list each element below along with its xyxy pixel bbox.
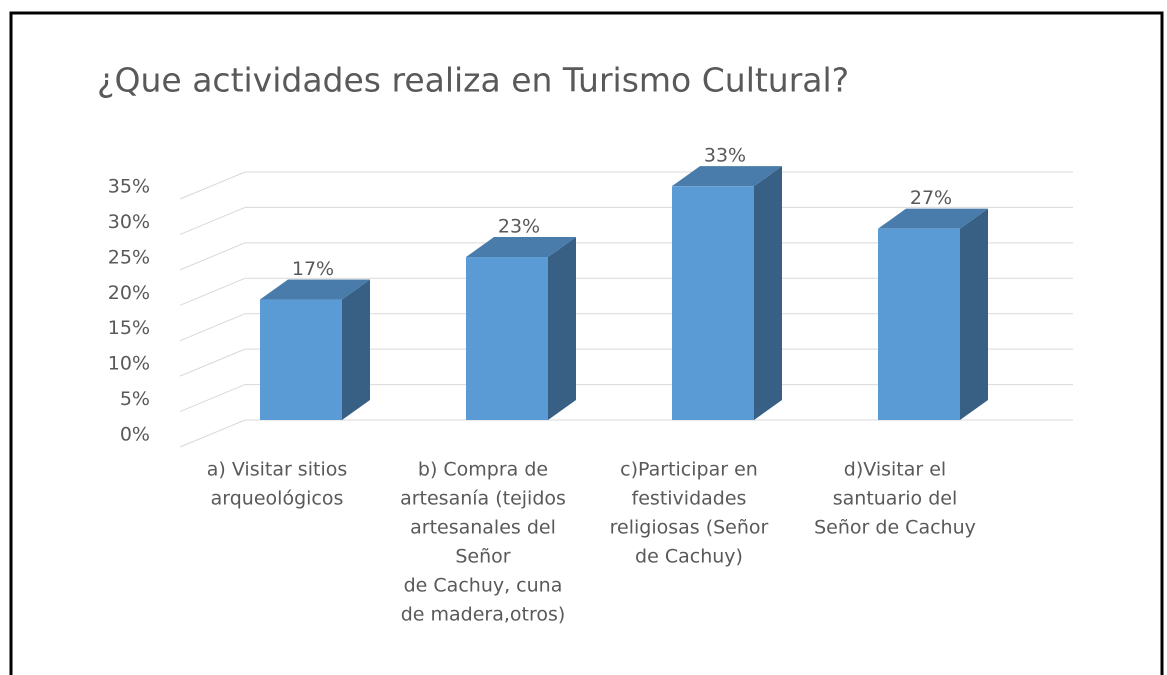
- chart-title: ¿Que actividades realiza en Turismo Cult…: [97, 61, 849, 100]
- x-tick-label: Señor: [455, 546, 510, 568]
- y-tick-label: 30%: [108, 211, 150, 233]
- x-tick-label: de madera,otros): [401, 604, 566, 626]
- grid-line-side: [179, 242, 246, 271]
- frame: [9, 11, 1164, 675]
- x-tick-label: religiosas (Señor: [610, 517, 769, 539]
- y-tick-label: 5%: [120, 388, 150, 410]
- data-label: 33%: [704, 145, 746, 167]
- x-tick-label: c)Participar en: [620, 459, 758, 481]
- y-tick-label: 15%: [108, 317, 150, 339]
- bar-side: [548, 237, 576, 420]
- y-tick-label: 35%: [108, 176, 150, 198]
- x-tick-label: artesanales del: [410, 517, 556, 539]
- x-tick-label: artesanía (tejidos: [400, 488, 566, 510]
- bar: [466, 257, 548, 420]
- bar: [878, 228, 960, 420]
- grid-line-side: [179, 206, 246, 235]
- grid-line-side: [179, 419, 246, 448]
- grid-line-side: [179, 313, 246, 342]
- bar: [260, 299, 342, 420]
- x-tick-label: de Cachuy): [635, 546, 743, 568]
- x-tick-label: arqueológicos: [211, 488, 344, 510]
- x-tick-label: Señor de Cachuy: [814, 517, 976, 539]
- bar: [672, 186, 754, 420]
- bar-side: [342, 279, 370, 420]
- bar-top: [466, 237, 576, 258]
- y-tick-label: 20%: [108, 282, 150, 304]
- y-tick-label: 10%: [108, 353, 150, 375]
- y-tick-label: 25%: [108, 246, 150, 268]
- grid-line-side: [179, 171, 246, 200]
- x-tick-label: b) Compra de: [418, 459, 548, 481]
- data-label: 17%: [292, 258, 334, 280]
- grid-line-side: [179, 384, 246, 413]
- grid-line-side: [179, 277, 246, 306]
- data-label: 27%: [910, 187, 952, 209]
- x-tick-label: santuario del: [833, 488, 958, 510]
- grid-line-side: [179, 348, 246, 377]
- y-tick-label: 0%: [120, 424, 150, 446]
- bar-side: [754, 166, 782, 420]
- x-tick-label: a) Visitar sitios: [207, 459, 348, 481]
- bar-top: [878, 208, 988, 229]
- bar-top: [260, 279, 370, 300]
- x-tick-label: d)Visitar el: [844, 459, 946, 481]
- x-tick-label: festividades: [632, 488, 747, 510]
- bar-top: [672, 166, 782, 187]
- x-tick-label: de Cachuy, cuna: [404, 575, 563, 597]
- bar-side: [960, 208, 988, 420]
- data-label: 23%: [498, 216, 540, 238]
